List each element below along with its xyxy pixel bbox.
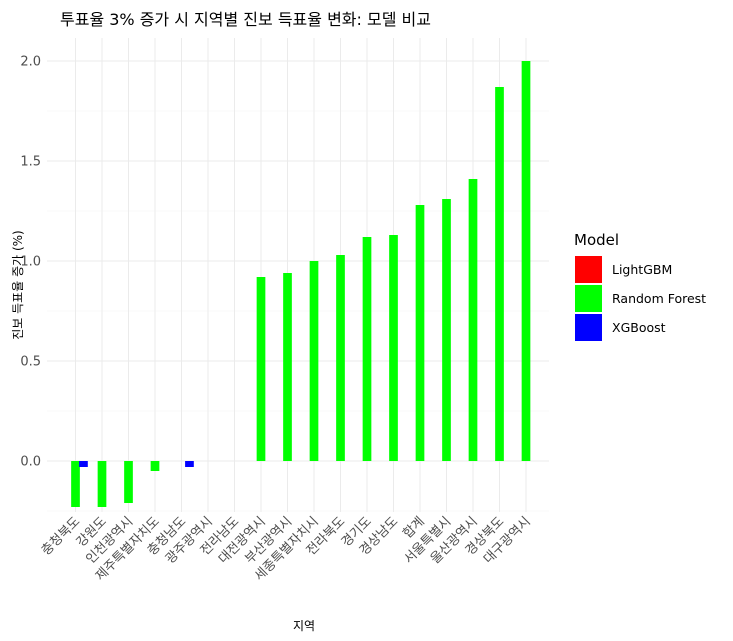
x-axis-title: 지역 — [293, 619, 315, 633]
y-tick-label: 1.0 — [20, 255, 41, 270]
bar — [283, 273, 292, 461]
legend-key — [575, 314, 602, 341]
bar — [79, 461, 88, 467]
bar — [415, 205, 425, 461]
bar — [150, 461, 160, 471]
bar — [442, 199, 451, 461]
legend-label: Random Forest — [612, 291, 706, 306]
bars — [71, 61, 531, 507]
bar — [97, 461, 107, 507]
bar — [389, 235, 398, 461]
x-axis-ticks: 충청북도강원도인천광역시제주특별자치도충청남도광주광역시전라남도대전광역시부산광… — [39, 514, 534, 584]
bar — [185, 461, 194, 467]
bar — [124, 461, 133, 503]
chart-title: 투표율 3% 증가 시 지역별 진보 득표율 변화: 모델 비교 — [60, 10, 431, 29]
bar — [521, 61, 531, 461]
y-axis-ticks: 0.0 0.5 1.0 1.5 2.0 — [20, 55, 41, 470]
bar — [336, 255, 345, 461]
legend-key — [575, 256, 602, 283]
bar — [71, 461, 80, 507]
y-axis-title: 진보 득표율 증가 (%) — [11, 230, 25, 340]
bar — [309, 261, 319, 461]
legend-label: LightGBM — [612, 262, 672, 277]
legend-label: XGBoost — [612, 320, 666, 335]
legend: Model LightGBM Random Forest XGBoost — [574, 231, 706, 341]
bar — [495, 87, 504, 461]
bar — [362, 237, 372, 461]
legend-key — [575, 285, 602, 312]
y-tick-label: 1.5 — [20, 155, 41, 170]
bar — [468, 179, 478, 461]
legend-title: Model — [574, 231, 619, 249]
y-tick-label: 0.5 — [20, 355, 41, 370]
y-tick-label: 2.0 — [20, 55, 41, 70]
bar — [256, 277, 266, 461]
y-tick-label: 0.0 — [20, 455, 41, 470]
